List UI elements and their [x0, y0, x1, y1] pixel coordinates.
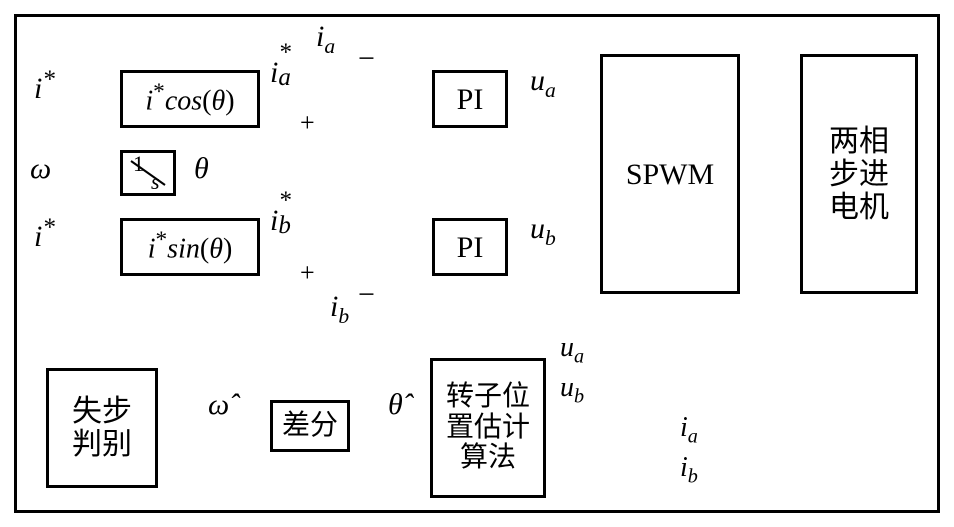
- label-minus-b: −: [358, 278, 375, 312]
- label-plus-b: +: [300, 258, 315, 288]
- label-plus-a: +: [300, 108, 315, 138]
- label-theta-hat: θ̂: [388, 388, 403, 422]
- label-ua2: ua: [560, 332, 584, 369]
- spwm-block: SPWM: [600, 54, 740, 294]
- label-ia: ia: [316, 20, 335, 59]
- pi-b-label: PI: [457, 231, 484, 264]
- estimator-label: 转子位置估计算法: [446, 382, 530, 474]
- diff-block: 差分: [270, 400, 350, 452]
- label-ub2: ub: [560, 372, 584, 409]
- label-omega-hat: ω̂: [208, 388, 229, 422]
- motor-block: 两相步进电机: [800, 54, 918, 294]
- estimator-block: 转子位置估计算法: [430, 358, 546, 498]
- judge-block: 失步判别: [46, 368, 158, 488]
- svg-text:s: s: [151, 169, 160, 193]
- pi-a-label: PI: [457, 83, 484, 116]
- spwm-label: SPWM: [626, 158, 714, 191]
- label-ib-star: i*b: [270, 204, 278, 238]
- label-ua: ua: [530, 64, 556, 103]
- label-ub: ub: [530, 212, 556, 251]
- label-minus-a: −: [358, 42, 375, 76]
- label-i-star-top: i*: [34, 66, 55, 106]
- label-ia2: ia: [680, 412, 698, 449]
- label-ib2: ib: [680, 452, 698, 489]
- pi-b-block: PI: [432, 218, 508, 276]
- diff-label: 差分: [282, 411, 338, 442]
- motor-label: 两相步进电机: [829, 125, 889, 224]
- sin-block: i*sin(θ): [120, 218, 260, 276]
- label-ia-star: i*a: [270, 56, 278, 90]
- label-theta: θ: [194, 152, 209, 186]
- integrator-block: 1 s: [120, 150, 176, 196]
- label-ib: ib: [330, 290, 349, 329]
- pi-a-block: PI: [432, 70, 508, 128]
- cos-block: i*cos(θ): [120, 70, 260, 128]
- label-i-star-bottom: i*: [34, 214, 55, 254]
- judge-label: 失步判别: [72, 395, 132, 461]
- label-omega: ω: [30, 152, 51, 186]
